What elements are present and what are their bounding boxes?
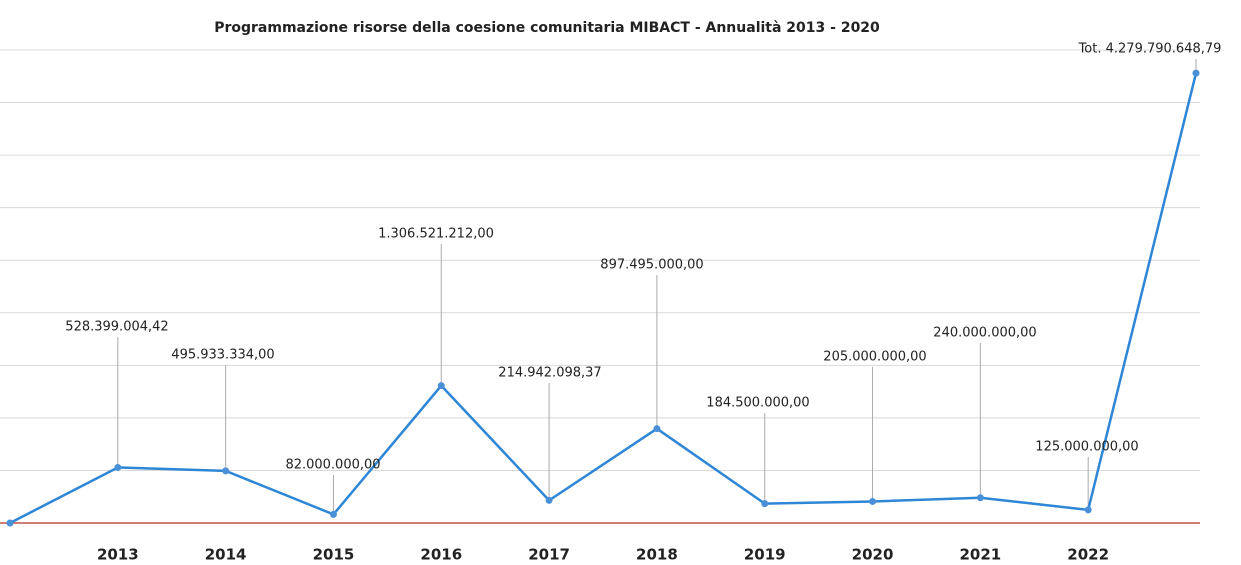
point — [1192, 69, 1200, 77]
point — [437, 382, 445, 390]
x-tick-label: 2021 — [959, 546, 1001, 564]
chart-title: Programmazione risorse della coesione co… — [214, 20, 880, 36]
point — [222, 467, 230, 475]
point — [545, 496, 553, 504]
data-label: 214.942.098,37 — [498, 366, 601, 381]
x-tick-label: 2016 — [420, 546, 462, 564]
x-tick-label: 2022 — [1067, 546, 1109, 564]
data-label: 1.306.521.212,00 — [378, 227, 494, 242]
point — [329, 510, 337, 518]
point — [653, 425, 661, 433]
x-tick-label: 2015 — [313, 546, 355, 564]
data-label: 495.933.334,00 — [171, 348, 274, 363]
data-label: 897.495.000,00 — [600, 258, 703, 273]
point — [114, 463, 122, 471]
data-label: 82.000.000,00 — [285, 458, 380, 473]
data-label: 205.000.000,00 — [823, 350, 926, 365]
data-label: Tot. 4.279.790.648,79 — [1078, 42, 1222, 57]
point — [761, 500, 769, 508]
data-label: 125.000.000,00 — [1035, 440, 1138, 455]
x-tick-label: 2014 — [205, 546, 247, 564]
point — [1084, 506, 1092, 514]
point — [869, 497, 877, 505]
x-tick-label: 2013 — [97, 546, 139, 564]
line — [9, 72, 1198, 525]
data-label: 184.500.000,00 — [706, 396, 809, 411]
x-tick-label: 2017 — [528, 546, 570, 564]
x-tick-label: 2020 — [852, 546, 894, 564]
x-tick-label: 2019 — [744, 546, 786, 564]
x-tick-label: 2018 — [636, 546, 678, 564]
data-label: 528.399.004,42 — [65, 320, 168, 335]
point — [976, 494, 984, 502]
data-label: 240.000.000,00 — [933, 326, 1036, 341]
point — [6, 519, 14, 527]
